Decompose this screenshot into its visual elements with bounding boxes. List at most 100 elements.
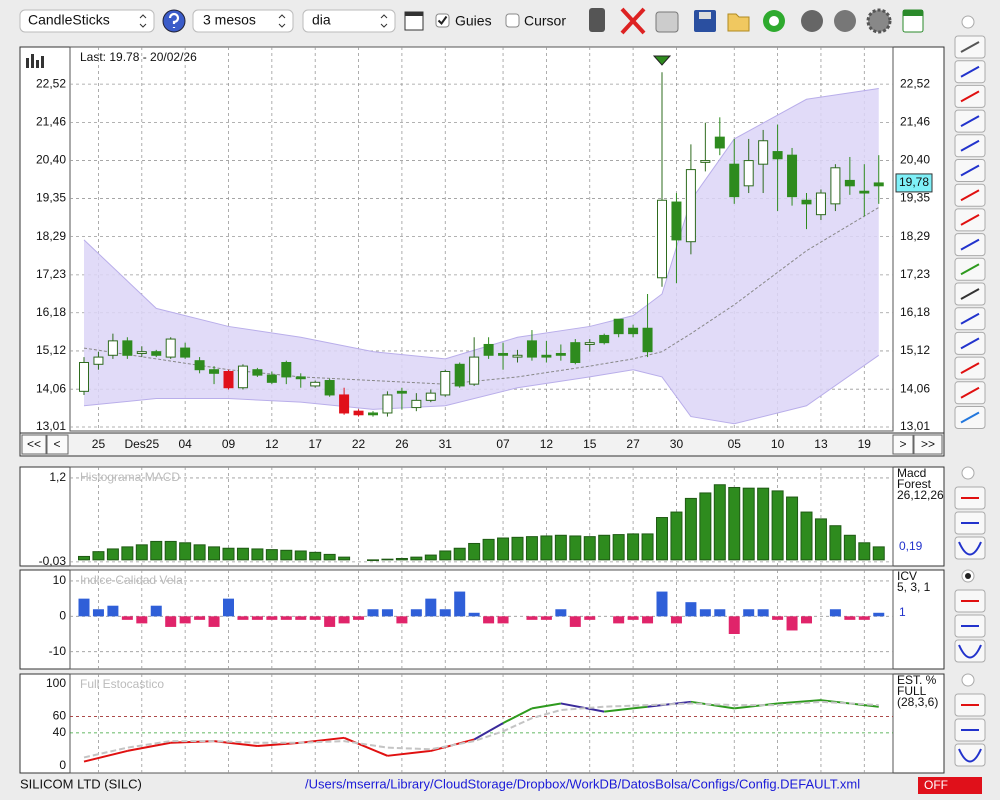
stoch-line	[502, 707, 533, 724]
print-button[interactable]	[655, 11, 679, 33]
cursor-checkbox[interactable]	[505, 13, 520, 28]
radio-button[interactable]	[961, 15, 975, 29]
candle-body	[801, 199, 812, 205]
radio-button[interactable]	[961, 466, 975, 480]
bar	[424, 554, 437, 561]
trash-button[interactable]	[589, 8, 605, 32]
settings-button[interactable]	[866, 8, 892, 34]
bar	[829, 525, 842, 561]
nav-label: <<	[27, 437, 41, 451]
sidebar-icon	[960, 386, 980, 399]
legend-text: Forest	[897, 477, 932, 491]
y-tick-label: 20,40	[900, 153, 930, 167]
y-tick-label: 21,46	[900, 115, 930, 129]
stoch-line	[473, 722, 504, 741]
guides-label: Guies	[455, 13, 492, 29]
bar	[670, 511, 683, 561]
help-icon	[168, 12, 180, 28]
legend-text: Macd	[897, 466, 926, 480]
candle-body	[729, 163, 740, 198]
open-button[interactable]	[727, 13, 750, 32]
candle-body	[396, 390, 407, 394]
euro-button[interactable]	[834, 10, 856, 32]
candle-body	[180, 347, 191, 358]
candle-body	[324, 380, 335, 396]
bar	[165, 616, 177, 627]
delete-button[interactable]	[620, 7, 646, 35]
bar	[656, 517, 668, 561]
bar	[439, 609, 451, 617]
last-info: Last: 19.78 - 20/02/26	[80, 50, 197, 64]
sidebar-icon	[960, 139, 980, 152]
bar	[396, 616, 408, 624]
sidebar-icon	[960, 411, 980, 424]
bar	[381, 609, 393, 617]
stoch-line	[531, 702, 562, 710]
candle-body	[382, 394, 393, 414]
y-tick-label: 16,18	[900, 305, 930, 319]
bar	[525, 536, 538, 561]
bar	[641, 533, 654, 561]
stoch-line	[387, 749, 431, 757]
nav-button[interactable]	[913, 434, 943, 455]
y-tick-label: -10	[49, 644, 67, 658]
candle-body	[844, 179, 855, 187]
signal-line	[83, 700, 879, 759]
moving-average	[83, 207, 880, 385]
candle-body	[599, 334, 610, 344]
bar	[714, 609, 726, 617]
config-path: /Users/mserra/Library/CloudStorage/Dropb…	[305, 776, 860, 791]
nav-label: <	[53, 437, 60, 451]
bar	[613, 616, 625, 624]
bar	[453, 547, 466, 561]
y-tick-label: 14,06	[36, 381, 66, 395]
bar	[743, 609, 755, 617]
y-tick-label: 17,23	[36, 267, 66, 281]
interval-select[interactable]	[302, 9, 396, 33]
candle-body	[787, 154, 798, 198]
bar	[121, 546, 134, 561]
y-tick-label: 0	[59, 608, 66, 622]
sidebar-button[interactable]	[954, 639, 986, 663]
bar	[179, 616, 191, 624]
bar	[670, 616, 682, 624]
main-chart-icon	[26, 54, 44, 68]
nav-button[interactable]	[21, 434, 47, 455]
bar	[786, 616, 798, 631]
bar	[150, 605, 162, 617]
nav-button[interactable]	[46, 434, 69, 455]
state-badge[interactable]	[918, 777, 982, 794]
sidebar-icon	[960, 164, 980, 177]
candle-body	[165, 338, 176, 358]
sidebar-icon	[960, 41, 980, 53]
dollar-button[interactable]	[801, 10, 823, 32]
sidebar-icon	[960, 263, 980, 276]
bar	[193, 544, 206, 561]
stoch-line	[343, 736, 388, 757]
sidebar-button[interactable]	[954, 536, 986, 560]
stoch-line	[647, 700, 692, 708]
candle-body	[772, 151, 783, 160]
chart-type-select[interactable]	[19, 9, 155, 33]
stoch-line	[604, 705, 648, 713]
bar	[353, 616, 365, 620]
x-tick-label: 12	[265, 437, 279, 451]
sidebar-icon	[960, 65, 980, 78]
bar	[772, 616, 784, 620]
period-select[interactable]	[192, 9, 294, 33]
y-tick-label: 15,12	[36, 343, 66, 357]
bar	[381, 558, 394, 561]
nav-button[interactable]	[892, 434, 914, 455]
date-axis-bar	[19, 432, 945, 457]
bar	[554, 534, 567, 561]
company-name: SILICOM LTD (SILC)	[20, 776, 142, 791]
calendar-icon	[903, 10, 923, 16]
candle-body	[368, 412, 378, 416]
radio-button[interactable]	[961, 673, 975, 687]
legend-text: 5, 3, 1	[897, 580, 931, 594]
chart-window-icon-bar	[405, 12, 423, 16]
sidebar-button[interactable]	[954, 743, 986, 767]
bar	[685, 602, 697, 617]
x-tick-label: 15	[583, 437, 597, 451]
legend-text: EST. %	[897, 673, 937, 687]
